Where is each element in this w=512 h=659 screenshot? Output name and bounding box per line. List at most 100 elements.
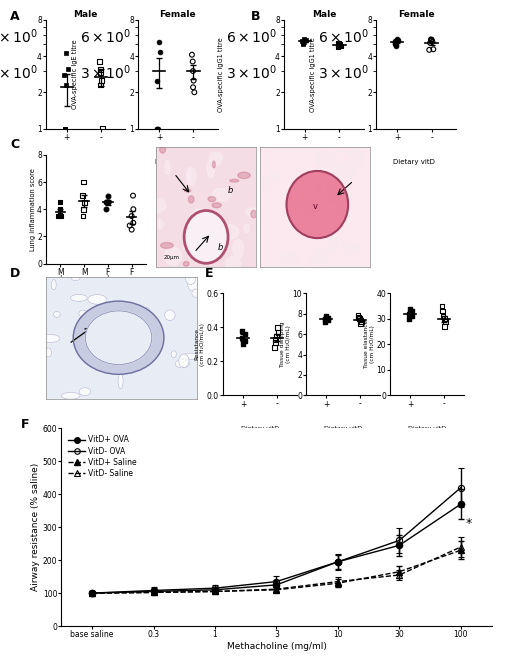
Point [129, 204, 137, 215]
Ellipse shape [147, 198, 166, 212]
Point [98, 123, 106, 134]
Ellipse shape [205, 243, 216, 257]
Text: v: v [313, 202, 317, 212]
Point [391, 40, 399, 50]
Ellipse shape [175, 360, 190, 368]
Ellipse shape [315, 152, 334, 167]
Ellipse shape [88, 351, 97, 363]
Point [56, 204, 64, 215]
Ellipse shape [135, 349, 152, 355]
Point [440, 321, 449, 331]
Point [273, 331, 281, 341]
Point [104, 197, 112, 208]
Point [129, 190, 137, 201]
Ellipse shape [244, 224, 250, 233]
Ellipse shape [186, 167, 196, 185]
Text: b: b [218, 243, 223, 252]
Point [394, 34, 402, 45]
Text: Sex: Sex [51, 283, 63, 289]
Point [104, 190, 113, 201]
Y-axis label: Lung inflammation score: Lung inflammation score [30, 168, 36, 250]
Ellipse shape [171, 351, 177, 358]
Point [64, 64, 72, 74]
Text: +: + [57, 274, 63, 283]
Point [274, 327, 282, 337]
Point [79, 190, 87, 201]
Ellipse shape [179, 354, 189, 368]
Ellipse shape [337, 165, 354, 177]
Point [62, 80, 70, 90]
Ellipse shape [165, 310, 175, 320]
Text: Dietary vitD: Dietary vitD [63, 159, 105, 165]
Ellipse shape [337, 200, 352, 215]
Point [79, 177, 88, 187]
Point [104, 197, 112, 208]
Point [97, 75, 105, 86]
Ellipse shape [138, 320, 145, 331]
Ellipse shape [92, 322, 102, 330]
Point [302, 34, 310, 45]
Ellipse shape [61, 392, 80, 399]
Text: D: D [10, 267, 20, 280]
Point [324, 314, 332, 325]
Ellipse shape [161, 243, 173, 248]
Point [355, 314, 364, 324]
Text: Dietary vitD: Dietary vitD [75, 291, 117, 297]
Point [153, 75, 161, 86]
Point [189, 75, 198, 86]
Point [241, 335, 249, 346]
Point [428, 34, 436, 45]
Ellipse shape [212, 188, 230, 201]
Point [129, 217, 137, 228]
Point [61, 123, 69, 134]
Ellipse shape [187, 276, 203, 292]
Point [155, 37, 163, 47]
Point [271, 343, 279, 353]
Title: Male: Male [74, 10, 98, 19]
Ellipse shape [230, 179, 239, 182]
Ellipse shape [218, 224, 239, 239]
Title: Female: Female [398, 10, 434, 19]
Point [238, 326, 246, 336]
Ellipse shape [165, 247, 181, 266]
Ellipse shape [303, 201, 318, 214]
Point [127, 224, 136, 235]
Ellipse shape [88, 295, 107, 304]
Point [406, 303, 414, 314]
Ellipse shape [104, 333, 112, 339]
Point [153, 123, 161, 134]
Point [127, 211, 136, 221]
Point [80, 197, 89, 208]
Ellipse shape [54, 312, 60, 318]
Ellipse shape [353, 155, 363, 168]
Text: Dietary vitD: Dietary vitD [241, 426, 279, 431]
Point [189, 66, 197, 76]
Point [441, 316, 450, 327]
Point [62, 48, 71, 59]
Ellipse shape [157, 219, 163, 229]
Ellipse shape [187, 169, 191, 179]
Point [334, 42, 342, 52]
Point [336, 41, 345, 51]
Ellipse shape [79, 310, 87, 317]
Point [408, 306, 416, 316]
Circle shape [73, 301, 164, 374]
Point [188, 49, 196, 60]
Point [102, 204, 111, 215]
Point [56, 210, 64, 220]
Legend: VitD+ OVA, VitD- OVA, VitD+ Saline, VitD- Saline: VitD+ OVA, VitD- OVA, VitD+ Saline, VitD… [65, 432, 140, 481]
Y-axis label: Airway resistance (% saline): Airway resistance (% saline) [31, 463, 40, 591]
Ellipse shape [133, 307, 150, 311]
Ellipse shape [343, 243, 359, 253]
Text: A: A [10, 10, 20, 23]
Ellipse shape [208, 196, 216, 202]
Text: Dietary vitD: Dietary vitD [393, 159, 435, 165]
Point [426, 38, 434, 48]
Point [97, 80, 105, 90]
Point [60, 69, 69, 80]
Ellipse shape [192, 289, 199, 297]
Ellipse shape [281, 254, 298, 264]
Text: +: + [104, 274, 111, 283]
Text: Dietary vitD: Dietary vitD [408, 426, 446, 431]
Ellipse shape [328, 184, 339, 195]
